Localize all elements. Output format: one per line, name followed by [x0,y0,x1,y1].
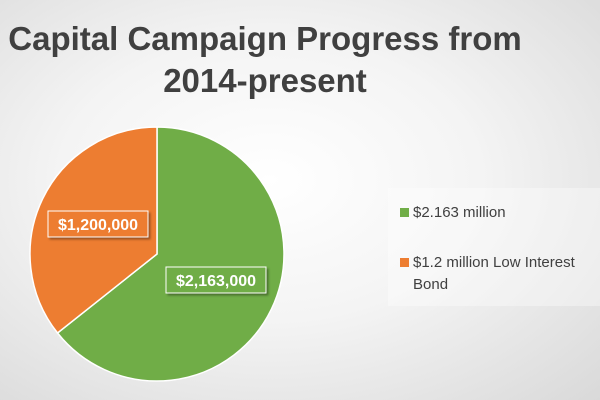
svg-text:$1,200,000: $1,200,000 [58,217,138,234]
chart-title-line-2: 2014-present [163,62,367,99]
legend-swatch-green [400,208,409,217]
svg-text:$2,163,000: $2,163,000 [176,273,256,290]
data-label-green: $2,163,000 [165,266,267,294]
pie-slice-green [56,126,285,382]
chart-legend: $2.163 million $1.2 million Low Interest… [388,188,600,306]
legend-item-green: $2.163 million [400,202,506,224]
chart-title: Capital Campaign Progress from 2014-pres… [0,18,530,102]
legend-swatch-orange [400,258,409,267]
chart-title-line-1: Capital Campaign Progress from [8,20,522,57]
data-label-orange: $1,200,000 [47,210,149,238]
legend-item-orange: $1.2 million Low Interest Bond [400,252,595,296]
legend-label-green: $2.163 million [413,204,506,221]
legend-label-orange: $1.2 million Low Interest Bond [413,254,575,293]
